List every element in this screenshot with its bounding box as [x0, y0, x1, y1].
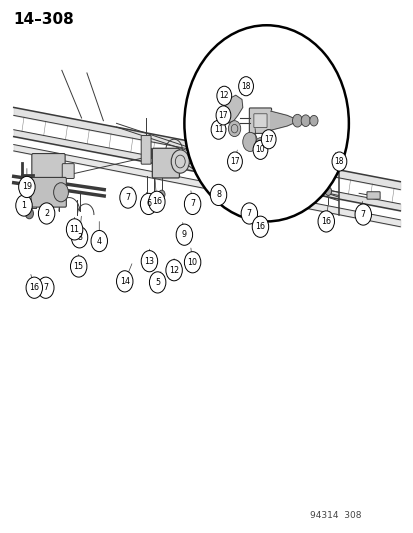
FancyBboxPatch shape	[152, 148, 179, 178]
Circle shape	[71, 227, 88, 248]
Ellipse shape	[36, 159, 61, 183]
Text: 13: 13	[144, 257, 154, 265]
Text: 18: 18	[241, 82, 250, 91]
Text: 7: 7	[360, 210, 365, 219]
Text: 7: 7	[190, 199, 195, 208]
Text: 7: 7	[246, 209, 251, 218]
Circle shape	[166, 260, 182, 281]
FancyBboxPatch shape	[141, 135, 151, 164]
Text: 15: 15	[74, 262, 83, 271]
Circle shape	[70, 256, 87, 277]
Text: 16: 16	[29, 283, 39, 292]
Text: 8: 8	[216, 190, 221, 199]
Text: 2: 2	[44, 209, 49, 218]
Text: 10: 10	[255, 146, 265, 155]
Text: 16: 16	[152, 197, 161, 206]
Text: 17: 17	[218, 111, 228, 120]
Circle shape	[66, 219, 83, 240]
Circle shape	[292, 114, 301, 127]
Circle shape	[300, 115, 309, 126]
Text: 11: 11	[69, 225, 79, 234]
Circle shape	[141, 251, 157, 272]
Circle shape	[148, 191, 165, 213]
Circle shape	[242, 132, 257, 151]
Circle shape	[91, 230, 107, 252]
Text: 7: 7	[125, 193, 130, 202]
Ellipse shape	[184, 25, 348, 221]
Circle shape	[119, 187, 136, 208]
Circle shape	[176, 224, 192, 245]
Circle shape	[261, 180, 267, 189]
Circle shape	[26, 277, 43, 298]
Circle shape	[211, 120, 225, 139]
FancyBboxPatch shape	[62, 164, 74, 179]
Circle shape	[324, 187, 331, 196]
Circle shape	[184, 193, 200, 215]
Circle shape	[149, 272, 166, 293]
Text: 16: 16	[255, 222, 265, 231]
Circle shape	[252, 140, 267, 159]
Circle shape	[317, 211, 334, 232]
Circle shape	[309, 115, 317, 126]
Text: 3: 3	[77, 233, 82, 242]
Polygon shape	[221, 95, 242, 123]
Text: 94314  308: 94314 308	[309, 511, 361, 520]
Text: 6: 6	[146, 199, 151, 208]
Circle shape	[38, 203, 55, 224]
Text: 12: 12	[169, 266, 179, 274]
Circle shape	[238, 77, 253, 96]
FancyBboxPatch shape	[249, 108, 271, 133]
Circle shape	[210, 184, 226, 206]
Circle shape	[158, 190, 165, 199]
Circle shape	[216, 106, 230, 125]
Circle shape	[19, 176, 35, 198]
Text: 7: 7	[43, 283, 48, 292]
Circle shape	[171, 150, 189, 173]
Circle shape	[354, 204, 370, 225]
Text: 12: 12	[219, 91, 228, 100]
Circle shape	[54, 183, 68, 202]
Circle shape	[261, 130, 275, 149]
Text: 18: 18	[334, 157, 343, 166]
FancyBboxPatch shape	[253, 114, 266, 127]
FancyBboxPatch shape	[32, 154, 65, 189]
FancyBboxPatch shape	[366, 192, 379, 199]
Text: 10: 10	[187, 258, 197, 266]
Circle shape	[216, 86, 231, 106]
Text: 11: 11	[213, 125, 223, 134]
Text: 14: 14	[119, 277, 129, 286]
Circle shape	[116, 271, 133, 292]
Text: 5: 5	[155, 278, 160, 287]
FancyBboxPatch shape	[31, 177, 66, 207]
Text: 9: 9	[181, 230, 187, 239]
Text: 14–308: 14–308	[14, 12, 74, 27]
Circle shape	[252, 216, 268, 237]
Text: 19: 19	[22, 182, 32, 191]
Circle shape	[254, 138, 265, 151]
Text: 4: 4	[97, 237, 102, 246]
Circle shape	[184, 252, 200, 273]
Circle shape	[227, 152, 242, 171]
Text: 17: 17	[263, 135, 273, 144]
Text: 16: 16	[320, 217, 330, 226]
Circle shape	[25, 208, 33, 219]
Circle shape	[240, 203, 257, 224]
Circle shape	[38, 277, 54, 298]
Circle shape	[228, 120, 240, 136]
Polygon shape	[270, 111, 293, 130]
Circle shape	[331, 152, 346, 171]
Circle shape	[16, 195, 32, 216]
Circle shape	[140, 193, 157, 215]
Text: 1: 1	[21, 201, 26, 210]
Text: 17: 17	[230, 157, 239, 166]
